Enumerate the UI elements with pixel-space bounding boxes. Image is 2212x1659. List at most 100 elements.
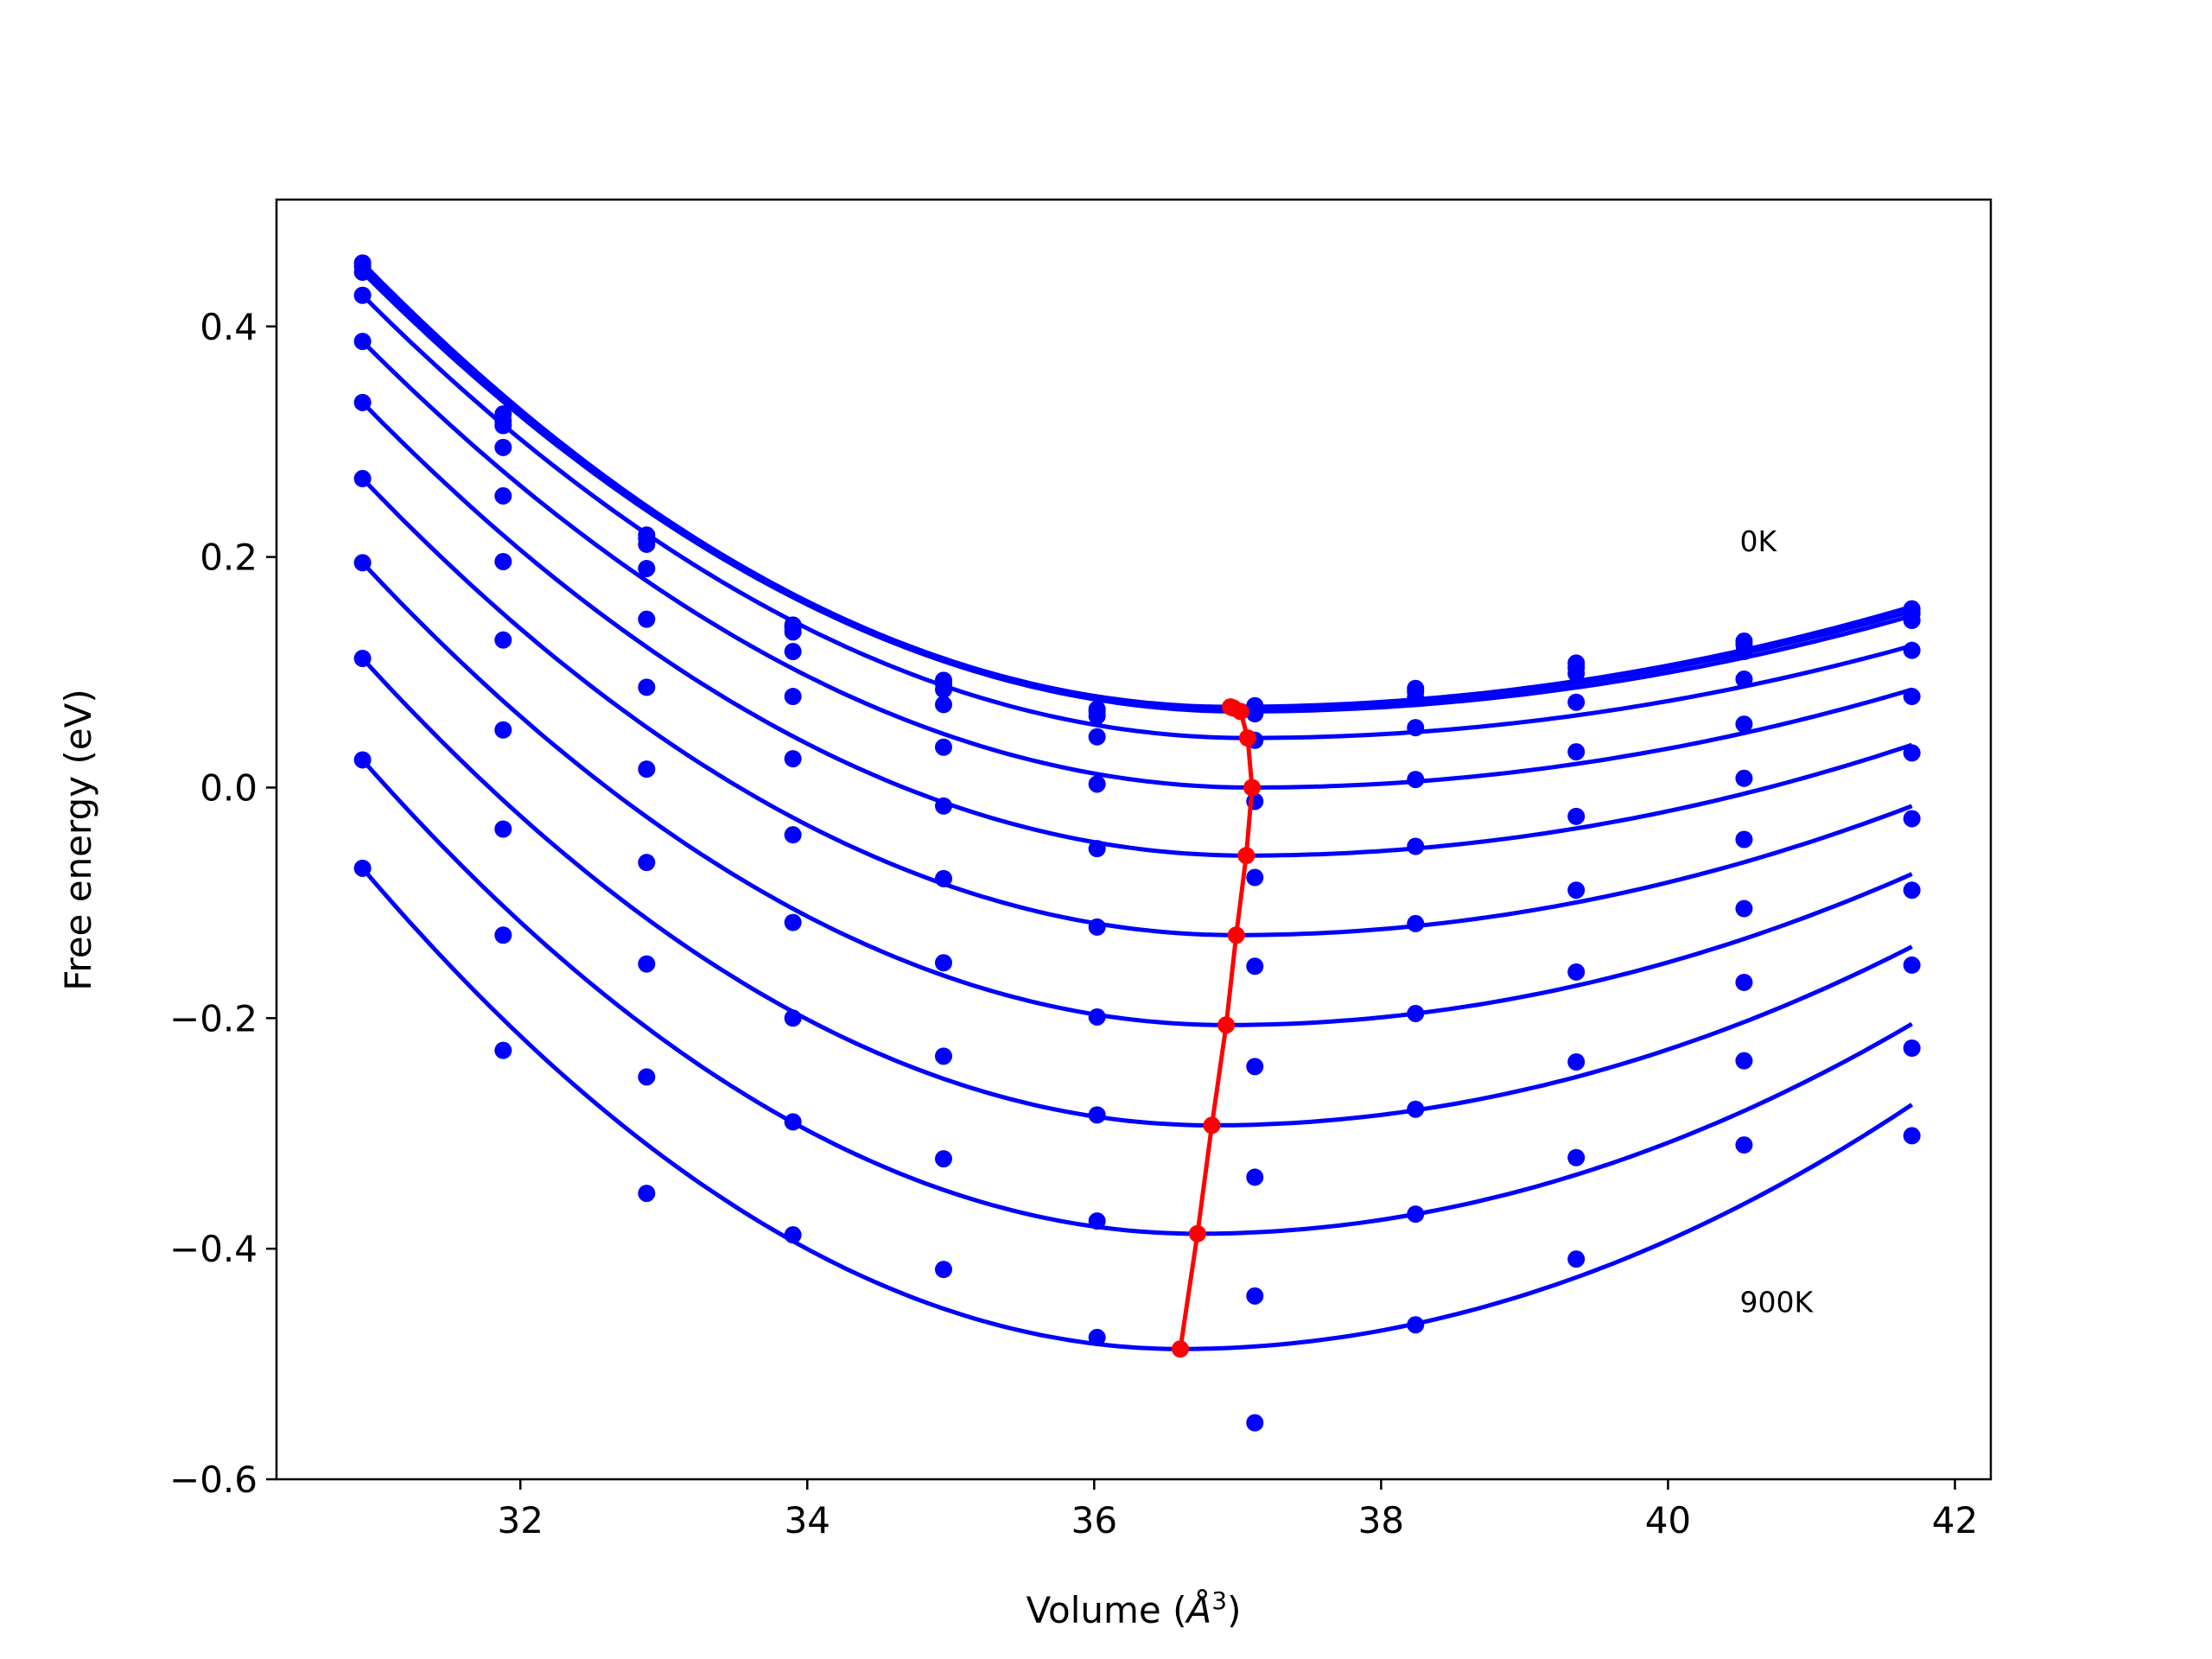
data-point (784, 913, 802, 931)
data-point (1407, 1004, 1425, 1022)
x-tick-label: 32 (498, 1499, 543, 1541)
y-axis-ticks: −0.6 −0.4 −0.2 0.0 0.2 0.4 (169, 306, 276, 1501)
data-point (494, 486, 512, 505)
data-point (1407, 689, 1425, 707)
minimum-point (1243, 779, 1261, 797)
y-tick-label: −0.2 (169, 997, 257, 1039)
data-point (1567, 1148, 1586, 1166)
data-point (494, 631, 512, 649)
data-point (1567, 693, 1586, 711)
data-point (494, 820, 512, 838)
data-point (638, 760, 656, 779)
data-point (1735, 973, 1753, 991)
data-point (638, 610, 656, 628)
data-point (1088, 1328, 1106, 1346)
fit-curve (360, 758, 1913, 1236)
data-point (1903, 1039, 1921, 1057)
data-point (1246, 1058, 1264, 1076)
data-point (784, 1009, 802, 1027)
data-point (1407, 1100, 1425, 1118)
fit-curve (360, 293, 1913, 741)
fit-curve (360, 477, 1913, 938)
data-point (638, 559, 656, 577)
x-tick-label: 36 (1071, 1499, 1117, 1541)
data-point (784, 750, 802, 768)
fit-curve (360, 270, 1913, 714)
data-point (1407, 771, 1425, 789)
x-tick-label: 42 (1932, 1499, 1978, 1541)
data-point (353, 554, 372, 572)
data-point (353, 333, 372, 351)
y-tick-label: 0.2 (200, 537, 257, 579)
data-point (784, 1226, 802, 1244)
data-point (1903, 1127, 1921, 1145)
minimum-point (1238, 729, 1256, 747)
data-point (1567, 743, 1586, 761)
data-point (1088, 707, 1106, 725)
data-point (353, 286, 372, 304)
data-point (1735, 1052, 1753, 1070)
minimum-point (1237, 847, 1255, 865)
minimum-point (1203, 1116, 1221, 1135)
data-point (784, 688, 802, 706)
data-point (1088, 1212, 1106, 1230)
data-point (494, 926, 512, 944)
data-point (494, 438, 512, 456)
y-axis-label: Free energy (eV) (57, 689, 99, 991)
data-point (1246, 957, 1264, 976)
data-point (1735, 899, 1753, 918)
data-point (1088, 1007, 1106, 1026)
data-point (784, 643, 802, 661)
data-point (1407, 1205, 1425, 1224)
fit-curve (360, 561, 1913, 1027)
fit-curve (360, 340, 1913, 791)
data-point (784, 623, 802, 641)
minimum-point (1188, 1224, 1206, 1243)
data-point (1735, 671, 1753, 689)
data-point (638, 1068, 656, 1086)
minimum-point (1217, 1016, 1236, 1034)
data-point (638, 1185, 656, 1203)
data-point (353, 751, 372, 769)
data-point (1088, 775, 1106, 793)
x-tick-label: 34 (785, 1499, 830, 1541)
data-point (1735, 643, 1753, 661)
y-tick-label: −0.4 (169, 1228, 257, 1270)
x-tick-label: 38 (1358, 1499, 1404, 1541)
data-point (638, 854, 656, 872)
data-point (353, 859, 372, 877)
data-point (1903, 611, 1921, 629)
minimum-path (1171, 698, 1261, 1358)
data-points (353, 254, 1921, 1432)
annotations: 0K 900K (1739, 524, 1814, 1319)
data-point (784, 1113, 802, 1131)
data-point (1567, 1053, 1586, 1071)
data-point (1903, 641, 1921, 659)
y-tick-label: 0.0 (200, 766, 257, 809)
y-tick-label: −0.6 (169, 1459, 257, 1501)
data-point (638, 678, 656, 696)
data-point (1088, 918, 1106, 936)
minimum-point (1171, 1340, 1189, 1358)
x-axis-ticks: 32 34 36 38 40 42 (498, 1479, 1978, 1541)
data-point (1567, 881, 1586, 899)
data-point (1567, 1250, 1586, 1268)
data-point (1407, 914, 1425, 932)
data-point (1088, 728, 1106, 746)
minimum-point (1231, 702, 1249, 721)
data-point (1735, 1136, 1753, 1154)
data-point (1407, 837, 1425, 855)
data-point (494, 416, 512, 435)
data-point (494, 721, 512, 739)
fit-curves (360, 261, 1914, 1351)
data-point (1567, 807, 1586, 825)
data-point (784, 826, 802, 844)
y-tick-label: 0.4 (200, 306, 257, 348)
fit-curve (360, 657, 1913, 1128)
data-point (1088, 840, 1106, 858)
fit-curve (360, 264, 1913, 710)
temperature-annotation: 900K (1739, 1286, 1814, 1319)
data-point (935, 869, 953, 887)
data-point (353, 264, 372, 282)
